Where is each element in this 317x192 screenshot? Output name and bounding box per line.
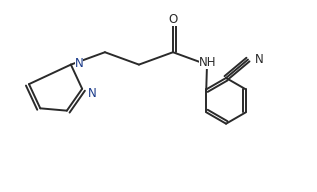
Text: NH: NH bbox=[199, 56, 217, 69]
Text: O: O bbox=[168, 13, 178, 26]
Text: N: N bbox=[75, 57, 83, 70]
Text: N: N bbox=[255, 53, 263, 66]
Text: N: N bbox=[88, 87, 97, 100]
